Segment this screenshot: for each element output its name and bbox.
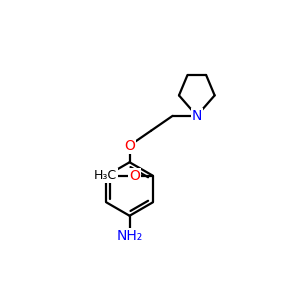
Text: H₃C: H₃C — [94, 169, 117, 182]
Text: O: O — [130, 169, 140, 183]
Text: N: N — [192, 109, 202, 123]
Text: NH₂: NH₂ — [116, 229, 143, 243]
Text: O: O — [124, 139, 135, 152]
